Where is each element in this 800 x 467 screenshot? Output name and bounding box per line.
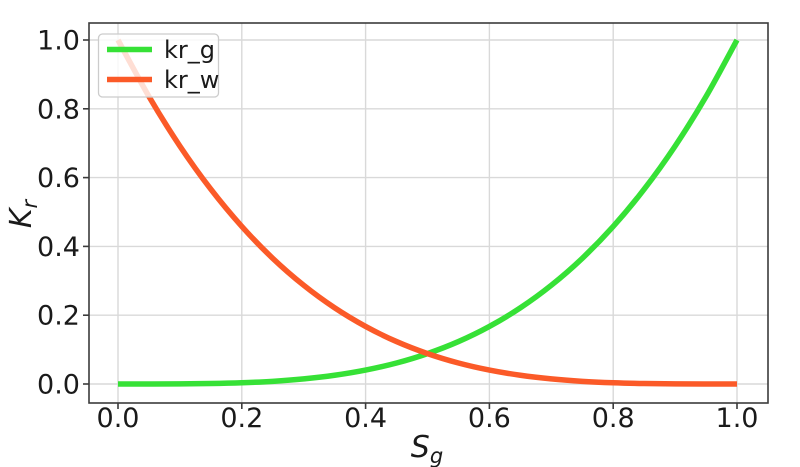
- y-tick-label: 0.6: [37, 163, 80, 194]
- curves: [115, 38, 740, 387]
- x-tick-label: 1.0: [716, 403, 759, 434]
- plot-border: [88, 22, 769, 404]
- y-tick-label: 0.4: [37, 232, 80, 263]
- x-tick-label: 0.8: [592, 403, 635, 434]
- x-tick-label: 0.4: [344, 403, 387, 434]
- y-axis-label: Kr: [4, 198, 42, 228]
- legend-label-kr-g: kr_g: [164, 36, 215, 64]
- x-tick-label: 0.6: [468, 403, 511, 434]
- tick-marks: [83, 39, 738, 409]
- y-tick-label: 0.2: [37, 301, 80, 332]
- x-axis-label: Sg: [411, 430, 443, 467]
- y-tick-labels: 0.0 0.2 0.4 0.6 0.8 1.0: [37, 26, 80, 401]
- y-tick-label: 0.8: [37, 94, 80, 125]
- y-tick-label: 1.0: [37, 26, 80, 57]
- legend-label-kr-w: kr_w: [164, 66, 219, 94]
- curve-kr_w: [115, 38, 738, 387]
- x-tick-label: 0.2: [220, 403, 263, 434]
- x-tick-labels: 0.0 0.2 0.4 0.6 0.8 1.0: [97, 403, 759, 434]
- legend: kr_g kr_w: [97, 33, 219, 98]
- x-tick-label: 0.0: [97, 403, 140, 434]
- y-tick-label: 0.0: [37, 370, 80, 401]
